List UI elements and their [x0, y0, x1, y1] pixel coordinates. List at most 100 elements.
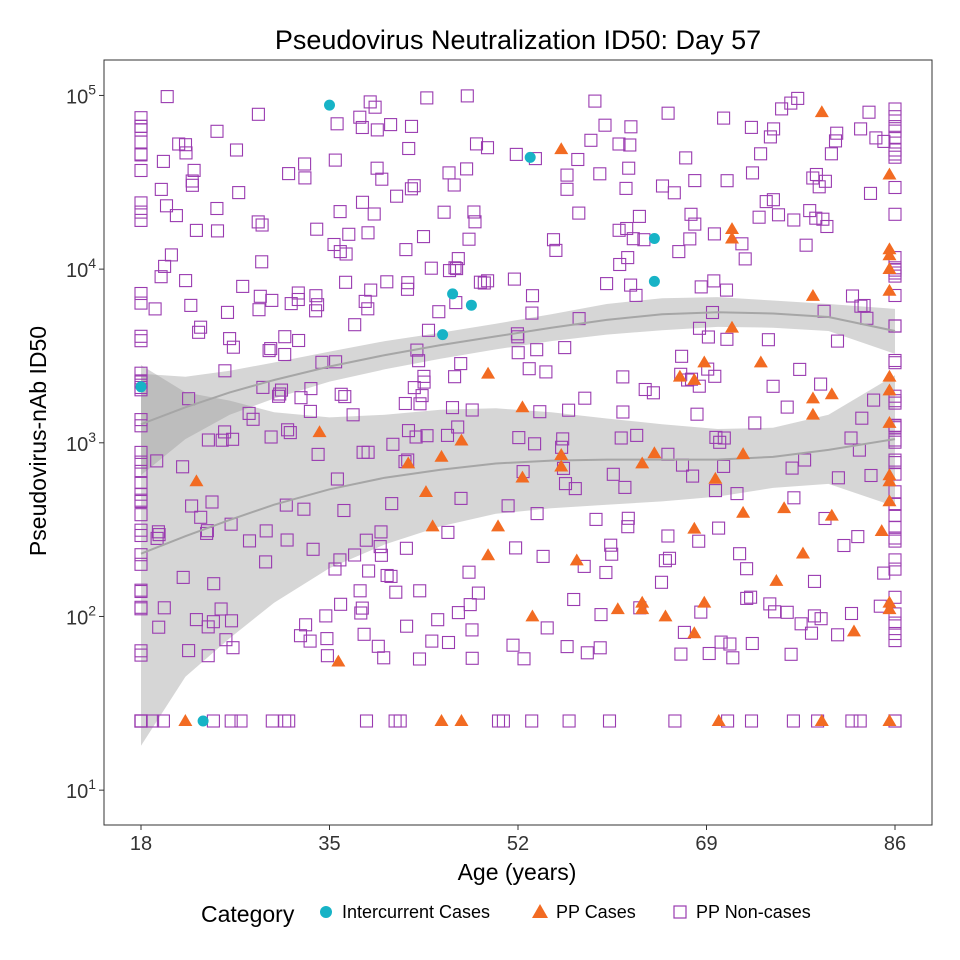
data-point-pp-noncase	[278, 330, 292, 344]
x-tick-label: 35	[318, 833, 340, 855]
data-point-pp-noncase	[424, 261, 438, 275]
data-point-pp-noncase	[398, 396, 412, 411]
data-point-pp-noncase	[219, 633, 233, 647]
data-point-pp-noncase	[888, 389, 902, 403]
data-point-pp-noncase	[359, 533, 373, 547]
data-point-pp-noncase	[533, 405, 547, 419]
data-point-pp-noncase	[768, 605, 782, 619]
data-point-pp-noncase	[730, 487, 744, 501]
upper-trend-line	[140, 311, 896, 426]
data-point-pp-noncase	[620, 221, 634, 236]
data-point-pp-noncase	[354, 606, 368, 620]
data-point-pp-noncase	[588, 94, 602, 108]
data-point-pp-noncase	[658, 554, 672, 568]
data-point-pp-noncase	[567, 592, 581, 607]
data-point-intercurrent-case	[524, 151, 536, 163]
data-point-pp-noncase	[481, 274, 495, 288]
data-point-pp-noncase	[512, 431, 526, 445]
data-point-pp-noncase	[256, 380, 270, 394]
data-point-pp-noncase	[809, 167, 823, 182]
data-point-pp-noncase	[242, 534, 257, 548]
data-point-pp-case	[814, 714, 829, 726]
data-point-pp-noncase	[448, 261, 462, 275]
data-point-pp-noncase	[148, 302, 162, 316]
data-point-pp-noncase	[855, 411, 869, 425]
data-point-pp-noncase	[342, 227, 356, 241]
data-point-pp-noncase	[226, 641, 240, 655]
data-point-pp-case	[805, 391, 820, 404]
data-point-pp-noncase	[683, 232, 697, 246]
data-point-pp-noncase	[613, 257, 627, 272]
data-point-pp-noncase	[845, 714, 859, 728]
data-point-pp-case	[515, 400, 530, 413]
data-point-pp-noncase	[612, 223, 626, 237]
data-point-pp-noncase	[816, 212, 830, 226]
data-point-pp-noncase	[690, 407, 704, 421]
trend-lines	[140, 311, 896, 555]
data-point-pp-noncase	[330, 117, 344, 131]
data-point-pp-noncase	[828, 134, 843, 148]
data-point-pp-noncase	[888, 110, 902, 124]
data-point-pp-noncase	[794, 617, 808, 631]
data-point-pp-case	[725, 222, 740, 235]
data-point-pp-case	[687, 521, 702, 534]
data-point-pp-case	[795, 546, 810, 559]
data-point-pp-noncase	[791, 91, 805, 105]
data-point-pp-noncase	[763, 130, 777, 144]
data-point-pp-noncase	[348, 318, 362, 332]
data-point-pp-noncase	[134, 455, 148, 469]
data-point-pp-case	[687, 372, 702, 385]
data-point-pp-noncase	[784, 96, 798, 110]
data-point-pp-noncase	[509, 541, 523, 555]
data-point-pp-noncase	[234, 714, 248, 728]
data-point-pp-noncase	[185, 174, 199, 188]
data-point-pp-noncase	[621, 511, 635, 525]
data-point-pp-noncase	[389, 585, 403, 599]
legend-key-square	[673, 905, 687, 919]
data-point-pp-noncase	[220, 305, 235, 319]
data-point-pp-noncase	[207, 577, 221, 591]
data-point-pp-noncase	[278, 714, 292, 728]
data-point-pp-noncase	[546, 233, 561, 247]
legend-label: PP Cases	[556, 902, 636, 922]
data-point-pp-noncase	[501, 499, 515, 513]
data-point-pp-noncase	[448, 370, 462, 384]
data-point-pp-noncase	[694, 280, 708, 294]
data-point-pp-noncase	[877, 566, 891, 580]
data-point-pp-noncase	[558, 341, 572, 355]
data-point-pp-case	[697, 355, 712, 368]
data-point-pp-noncase	[353, 110, 367, 124]
data-point-pp-noncase	[159, 199, 174, 213]
data-point-pp-case	[824, 387, 839, 400]
data-point-pp-noncase	[402, 141, 416, 156]
data-point-pp-noncase	[264, 342, 278, 356]
data-point-pp-noncase	[888, 520, 902, 534]
data-point-pp-noncase	[134, 119, 148, 133]
data-point-pp-noncase	[224, 614, 239, 628]
data-point-pp-noncase	[509, 147, 523, 161]
legend-title: Category	[201, 901, 295, 927]
data-point-pp-case	[331, 654, 346, 667]
data-point-pp-noncase	[205, 495, 219, 509]
data-point-pp-noncase	[329, 355, 343, 369]
data-point-pp-noncase	[830, 126, 844, 140]
data-point-pp-noncase	[334, 387, 348, 401]
data-point-pp-noncase	[380, 275, 394, 289]
data-point-pp-noncase	[713, 435, 727, 449]
chart-title: Pseudovirus Neutralization ID50: Day 57	[275, 25, 761, 55]
data-point-pp-noncase	[720, 332, 734, 346]
data-point-pp-noncase	[309, 289, 323, 303]
data-point-intercurrent-case	[324, 99, 335, 111]
data-point-pp-noncase	[185, 499, 199, 513]
data-point-pp-noncase	[160, 90, 174, 104]
data-point-pp-noncase	[361, 226, 375, 240]
data-point-pp-noncase	[694, 605, 708, 619]
data-point-pp-case	[687, 626, 702, 639]
data-point-pp-noncase	[407, 179, 421, 193]
data-point-pp-noncase	[465, 623, 479, 637]
series-pp-cases	[178, 105, 897, 726]
data-point-pp-noncase	[303, 634, 317, 648]
data-point-pp-noncase	[454, 491, 468, 505]
legend-label: Intercurrent Cases	[342, 902, 490, 922]
data-point-pp-case	[434, 449, 449, 462]
